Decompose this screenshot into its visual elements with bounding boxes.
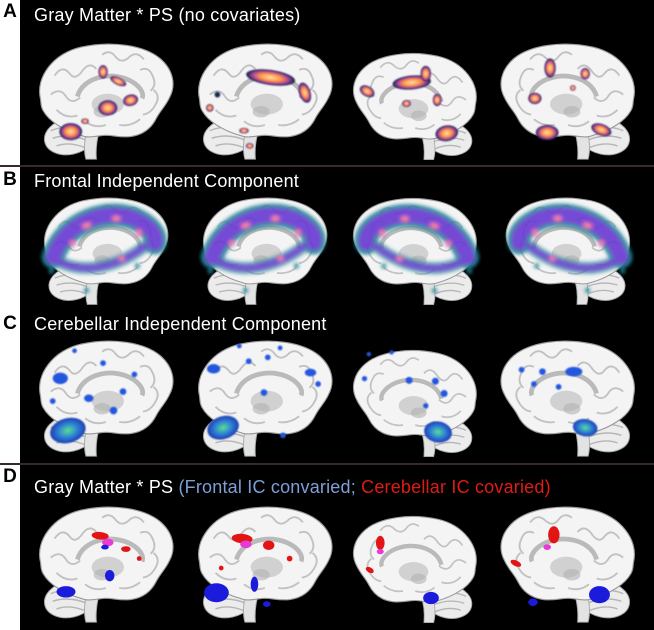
panel-a-slice-1 <box>28 27 180 163</box>
panel-d-slice-1 <box>28 498 180 626</box>
panel-c-title: Cerebellar Independent Component <box>34 314 327 334</box>
panel-d-slice-2 <box>187 498 339 626</box>
panel-letter-c: C <box>3 313 17 334</box>
panel-letter-d: D <box>3 466 17 487</box>
hot-clusters <box>59 65 139 141</box>
red-blue-clusters <box>365 535 439 605</box>
panel-d-slice-4 <box>494 498 646 626</box>
red-blue-clusters <box>56 531 142 598</box>
panel-d-title-frontal: (Frontal IC convaried; <box>178 477 356 497</box>
panel-d-title-main: Gray Matter * PS <box>34 477 179 497</box>
red-blue-clusters <box>204 533 293 607</box>
panel-b-slice-3 <box>347 192 487 308</box>
red-blue-clusters <box>510 526 610 607</box>
panel-a-slice-2 <box>187 27 339 163</box>
cerebellar-ic-clusters <box>518 366 598 437</box>
panel-d-title-cerebellar: Cerebellar IC covaried) <box>355 477 551 497</box>
panel-a-title: Gray Matter * PS (no covariates) <box>34 5 301 25</box>
panel-b-brain-row <box>22 192 650 308</box>
panel-d-slice-3 <box>347 498 487 626</box>
hot-clusters <box>528 58 612 141</box>
hot-clusters <box>359 65 458 142</box>
panel-b-slice-1 <box>28 192 180 308</box>
panel-divider-ab <box>0 165 654 167</box>
cerebellar-ic-clusters <box>361 350 452 443</box>
panel-c-slice-2 <box>187 334 339 460</box>
panel-d-brain-row <box>22 498 650 626</box>
panel-a-brain-row <box>22 27 650 163</box>
panel-c-slice-4 <box>494 334 646 460</box>
cerebellar-ic-clusters <box>207 343 322 440</box>
cerebellar-ic-clusters <box>49 348 138 444</box>
panel-a-slice-3 <box>347 27 487 163</box>
panel-divider-cd <box>0 463 654 465</box>
panel-b-slice-2 <box>187 192 339 308</box>
panel-b-slice-4 <box>494 192 646 308</box>
panel-b-title: Frontal Independent Component <box>34 171 299 191</box>
panel-letter-strip: A B C D <box>0 0 20 630</box>
panel-c-slice-3 <box>347 334 487 460</box>
panel-c-brain-row <box>22 334 650 460</box>
panel-a-slice-4 <box>494 27 646 163</box>
panel-letter-a: A <box>3 1 17 22</box>
hot-clusters <box>206 69 312 149</box>
panel-c-slice-1 <box>28 334 180 460</box>
panel-letter-b: B <box>3 169 17 190</box>
panel-d-title: Gray Matter * PS (Frontal IC convaried; … <box>34 477 551 498</box>
